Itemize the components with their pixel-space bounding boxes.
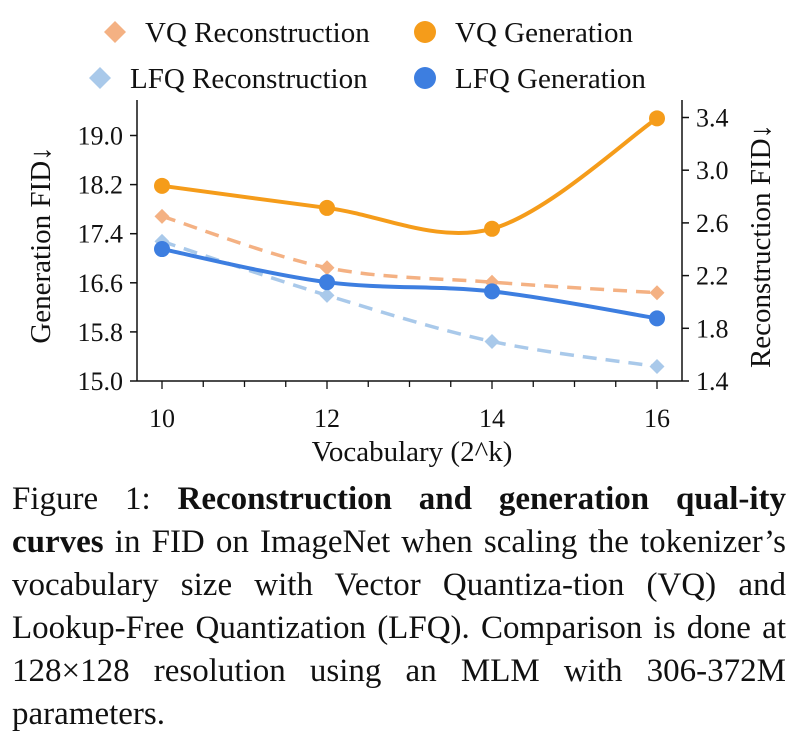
legend-marker-vq-generation [414,21,436,43]
vq-reconstruction-point [154,208,170,224]
left-tick-label: 19.0 [78,122,124,151]
x-tick-label: 16 [644,404,670,433]
right-tick-label: 3.4 [696,104,729,133]
vq-generation-point [649,110,665,127]
x-tick-label: 10 [149,404,175,433]
left-tick-label: 16.6 [78,269,124,298]
legend-marker-lfq-reconstruction [89,67,111,89]
right-tick-label: 1.4 [696,367,729,396]
x-tick-label: 12 [314,404,340,433]
legend-marker-vq-reconstruction [104,21,126,43]
lfq-generation-point [649,310,665,327]
vq-generation-point [484,220,500,237]
lfq-reconstruction-point [319,287,335,303]
figure-caption: Figure 1: Reconstruction and generation … [12,478,786,736]
vq-generation-line [161,116,659,236]
vq-reconstruction-point [649,285,665,301]
x-tick-label: 14 [479,404,505,433]
axes: 15.0 15.8 16.6 17.4 18.2 19.0 1.4 1.8 2.2 2.6 3.0 3… [25,100,777,468]
vq-reconstruction-point [319,260,335,276]
series-layer [154,110,665,375]
legend-label-lfq-generation: LFQ Generation [455,63,646,95]
lfq-generation-point [319,274,335,291]
right-tick-label: 2.6 [696,209,729,238]
right-tick-label: 3.0 [696,156,729,185]
right-tick-label: 1.8 [696,314,729,343]
left-tick-label: 15.0 [78,367,124,396]
lfq-generation-point [154,241,170,258]
legend-marker-lfq-generation [414,67,436,89]
caption-bold: Reconstruction and generation qual-ity c… [12,481,787,560]
caption-prefix: Figure 1: [12,481,178,517]
lfq-reconstruction-point [484,333,500,349]
fid-chart: VQ Reconstruction VQ Generation LFQ Recons… [25,17,777,468]
left-tick-label: 17.4 [78,220,124,249]
legend-label-vq-generation: VQ Generation [455,17,633,49]
vq-generation-point [154,177,170,194]
x-axis-label: Vocabulary (2^k) [312,436,513,468]
legend-label-lfq-reconstruction: LFQ Reconstruction [130,63,368,95]
right-tick-label: 2.2 [696,262,729,291]
vq-reconstruction-line [161,214,658,295]
vq-generation-point [319,199,335,216]
left-tick-label: 15.8 [78,318,124,347]
lfq-reconstruction-point [649,359,665,375]
caption-rest: in FID on ImageNet when scaling the toke… [12,524,786,732]
right-axis-label: Reconstruction FID↓ [745,124,777,368]
lfq-generation-line [161,247,658,321]
left-axis-label: Generation FID↓ [25,146,57,343]
legend: VQ Reconstruction VQ Generation LFQ Recons… [89,17,646,95]
lfq-generation-point [484,283,500,300]
legend-label-vq-reconstruction: VQ Reconstruction [145,17,370,49]
left-tick-label: 18.2 [78,171,124,200]
